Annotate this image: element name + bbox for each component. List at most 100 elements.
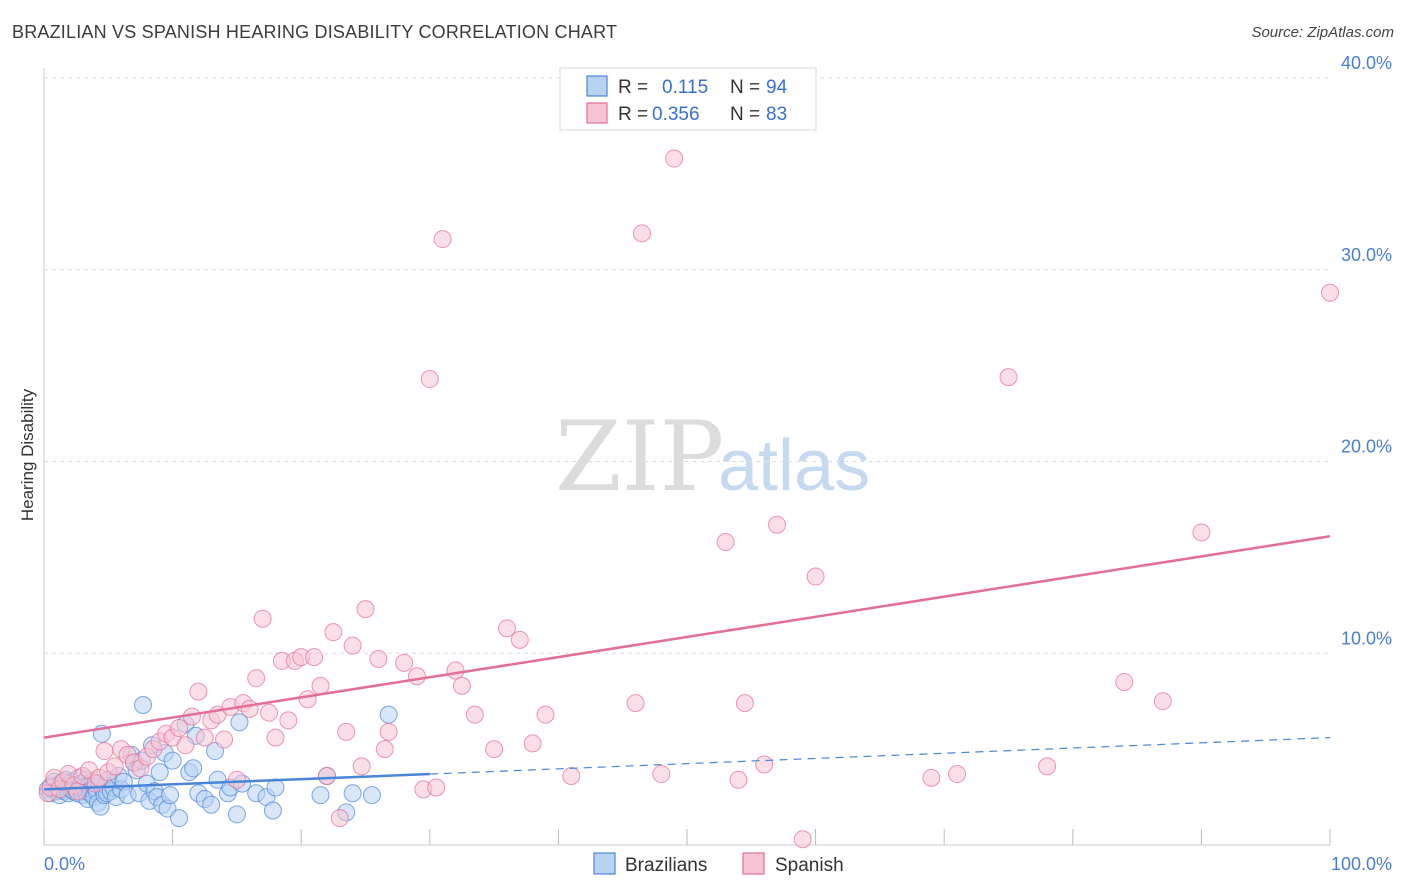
point-brazilians-88 xyxy=(311,786,330,805)
legend-r-label: R = xyxy=(618,77,648,98)
trendline-brazilians-extension xyxy=(429,737,1331,775)
point-spanish-89 xyxy=(1192,523,1211,542)
point-spanish-76 xyxy=(716,533,735,552)
point-spanish-28 xyxy=(195,728,214,747)
y-tick-label-20: 20.0% xyxy=(1341,437,1392,457)
legend-r-label-2: R = xyxy=(618,104,648,125)
legend-swatch-brazilians xyxy=(586,75,608,97)
point-spanish-62 xyxy=(433,230,452,249)
point-spanish-85 xyxy=(999,368,1018,387)
point-spanish-65 xyxy=(465,705,484,724)
correlation-legend: R = 0.115 N = 94 R = 0.356 N = 83 xyxy=(559,67,817,131)
point-spanish-50 xyxy=(337,722,356,741)
point-brazilians-92 xyxy=(362,786,381,805)
bottom-legend-swatch-spanish xyxy=(742,852,765,875)
point-spanish-75 xyxy=(665,149,684,168)
point-spanish-70 xyxy=(536,705,555,724)
point-spanish-61 xyxy=(427,778,446,797)
legend-n-label-2: N = xyxy=(730,104,760,125)
point-spanish-37 xyxy=(253,609,272,628)
point-spanish-27 xyxy=(189,682,208,701)
point-spanish-14 xyxy=(105,757,124,776)
point-spanish-90 xyxy=(1321,283,1339,302)
source-label: Source: ZipAtlas.com xyxy=(1251,24,1394,41)
point-spanish-86 xyxy=(1038,757,1057,776)
point-spanish-24 xyxy=(170,719,189,738)
trendline-brazilians xyxy=(43,772,430,791)
watermark-zip: ZIP xyxy=(555,401,724,513)
point-spanish-7 xyxy=(68,782,87,801)
point-brazilians-82 xyxy=(230,713,249,732)
point-spanish-54 xyxy=(369,650,388,669)
x-tick-label-min: 0.0% xyxy=(44,854,85,874)
point-spanish-80 xyxy=(768,515,787,534)
point-brazilians-86 xyxy=(263,801,282,820)
point-spanish-46 xyxy=(311,676,330,695)
point-spanish-49 xyxy=(330,809,349,828)
point-spanish-48 xyxy=(324,623,343,642)
legend-r-brazilians: 0.115 xyxy=(662,77,708,98)
point-spanish-67 xyxy=(497,619,516,638)
series-legend: Brazilians Spanish xyxy=(593,852,844,876)
point-spanish-51 xyxy=(343,636,362,655)
point-spanish-88 xyxy=(1153,692,1172,711)
point-spanish-82 xyxy=(806,567,825,586)
x-tick-label-max: 100.0% xyxy=(1331,854,1392,874)
point-spanish-84 xyxy=(948,765,967,784)
point-spanish-35 xyxy=(240,699,259,718)
point-brazilians-93 xyxy=(379,705,398,724)
point-spanish-36 xyxy=(247,669,266,688)
point-spanish-12 xyxy=(95,742,114,761)
point-spanish-52 xyxy=(352,757,371,776)
point-brazilians-81 xyxy=(227,805,246,824)
point-spanish-57 xyxy=(395,653,414,672)
bottom-legend-spanish: Spanish xyxy=(775,855,844,876)
point-spanish-72 xyxy=(626,694,645,713)
point-brazilians-91 xyxy=(343,784,362,803)
point-brazilians-68 xyxy=(163,751,182,770)
point-spanish-58 xyxy=(407,667,426,686)
point-spanish-56 xyxy=(379,722,398,741)
point-brazilians-72 xyxy=(184,759,203,778)
legend-swatch-spanish xyxy=(586,102,608,124)
point-spanish-73 xyxy=(632,224,651,243)
y-axis-label: Hearing Disability xyxy=(18,388,37,521)
point-spanish-74 xyxy=(652,765,671,784)
point-brazilians-63 xyxy=(150,763,169,782)
point-brazilians-57 xyxy=(134,696,153,715)
point-spanish-81 xyxy=(793,830,812,849)
point-spanish-69 xyxy=(523,734,542,753)
point-brazilians-69 xyxy=(170,809,189,828)
point-spanish-25 xyxy=(176,736,195,755)
series-spanish-points xyxy=(38,149,1339,849)
bottom-legend-swatch-brazilians xyxy=(593,852,616,875)
trendline-spanish xyxy=(43,535,1331,739)
y-tick-label-40: 40.0% xyxy=(1341,53,1392,73)
point-brazilians-76 xyxy=(202,795,221,814)
point-spanish-39 xyxy=(266,728,285,747)
point-spanish-31 xyxy=(215,730,234,749)
point-spanish-83 xyxy=(922,768,941,787)
bottom-legend-brazilians: Brazilians xyxy=(625,855,707,876)
chart-title: BRAZILIAN VS SPANISH HEARING DISABILITY … xyxy=(12,22,618,42)
point-spanish-41 xyxy=(279,711,298,730)
point-spanish-33 xyxy=(227,770,246,789)
legend-n-label: N = xyxy=(730,77,760,98)
point-spanish-53 xyxy=(356,600,375,619)
point-spanish-38 xyxy=(260,703,279,722)
point-spanish-47 xyxy=(317,766,336,785)
point-spanish-87 xyxy=(1115,673,1134,692)
y-tick-label-10: 10.0% xyxy=(1341,628,1392,648)
y-axis-tick-labels: 10.0% 20.0% 30.0% 40.0% xyxy=(1341,53,1392,648)
point-spanish-71 xyxy=(562,766,581,785)
point-spanish-64 xyxy=(452,676,471,695)
point-spanish-44 xyxy=(298,690,317,709)
point-spanish-63 xyxy=(446,661,465,680)
point-brazilians-67 xyxy=(161,786,180,805)
watermark-atlas: atlas xyxy=(718,426,870,506)
point-spanish-55 xyxy=(375,740,394,759)
x-axis-ticks xyxy=(43,829,1331,845)
y-tick-label-30: 30.0% xyxy=(1341,245,1392,265)
legend-n-brazilians: 94 xyxy=(766,77,788,98)
